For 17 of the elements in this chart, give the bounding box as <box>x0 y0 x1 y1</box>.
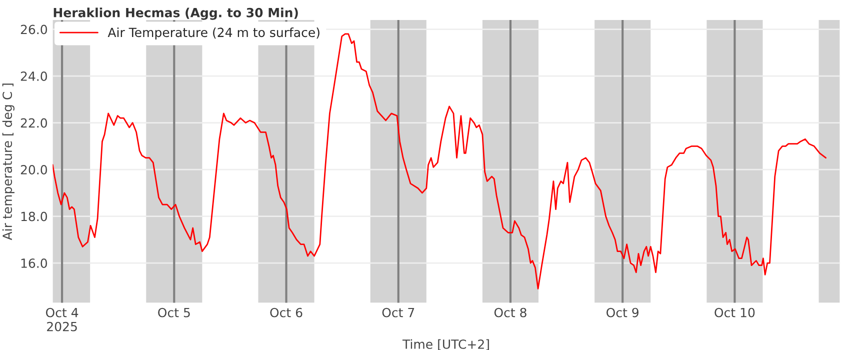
x-tick-label: Oct 5 <box>158 308 190 318</box>
legend-label: Air Temperature (24 m to surface) <box>108 27 320 40</box>
x-tick-label: Oct 7 <box>382 308 414 318</box>
x-tick-label: Oct 9 <box>606 308 638 318</box>
y-tick-label: 20.0 <box>20 165 48 174</box>
x-tick-label: Oct 10 <box>714 308 755 318</box>
chart-title: Heraklion Hecmas (Agg. to 30 Min) <box>54 8 298 20</box>
y-tick-label: 22.0 <box>20 118 48 128</box>
x-axis-title: Time [UTC+2] <box>402 339 489 350</box>
y-tick-label: 18.0 <box>21 212 48 222</box>
x-tick-label: Oct 8 <box>494 308 526 318</box>
y-tick-label: 26.0 <box>20 24 48 34</box>
x-tick-label: Oct 4 2025 <box>46 308 78 332</box>
y-tick-label: 16.0 <box>21 258 48 268</box>
y-tick-label: 24.0 <box>20 72 48 81</box>
x-tick-label: Oct 6 <box>270 308 302 318</box>
y-axis-title: Air temperature [ deg C ] <box>2 84 14 240</box>
